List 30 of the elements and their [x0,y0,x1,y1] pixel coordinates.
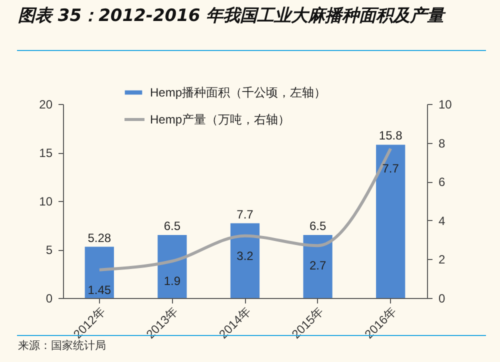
data-label: 1.9 [164,274,181,288]
y2-tick-label: 0 [438,292,446,306]
bar [230,223,260,298]
data-label: 7.7 [236,207,254,222]
y2-tick-label: 2 [438,252,446,267]
bar [376,144,406,298]
y-tick-label: 0 [46,292,53,306]
y2-tick-label: 4 [438,214,446,228]
data-label: 6.5 [164,218,181,233]
y-tick-label: 5 [46,243,53,257]
data-label: 6.5 [309,218,326,233]
bar [84,246,114,298]
legend-label: Hemp产量（万吨，右轴） [150,112,290,126]
data-label: 15.8 [378,128,403,143]
data-label: 3.2 [236,248,254,263]
y-tick-label: 20 [39,98,53,112]
data-label: 2.7 [309,258,326,273]
y2-tick-label: 8 [438,136,446,150]
y2-tick-label: 10 [438,98,452,112]
chart-title: 图表 35：2012-2016 年我国工业大麻播种面积及产量 [18,5,444,27]
y2-tick-label: 6 [438,175,446,190]
data-label: 1.45 [88,282,112,297]
data-label: 5.28 [88,230,112,245]
y-tick-label: 10 [39,194,53,208]
bar [303,234,332,298]
bar [158,234,187,298]
data-label: 7.7 [382,162,400,176]
legend-label: Hemp播种面积（千公顷，左轴） [150,86,326,100]
source-note: 来源：国家统计局 [18,339,106,353]
y-tick-label: 15 [39,146,53,160]
